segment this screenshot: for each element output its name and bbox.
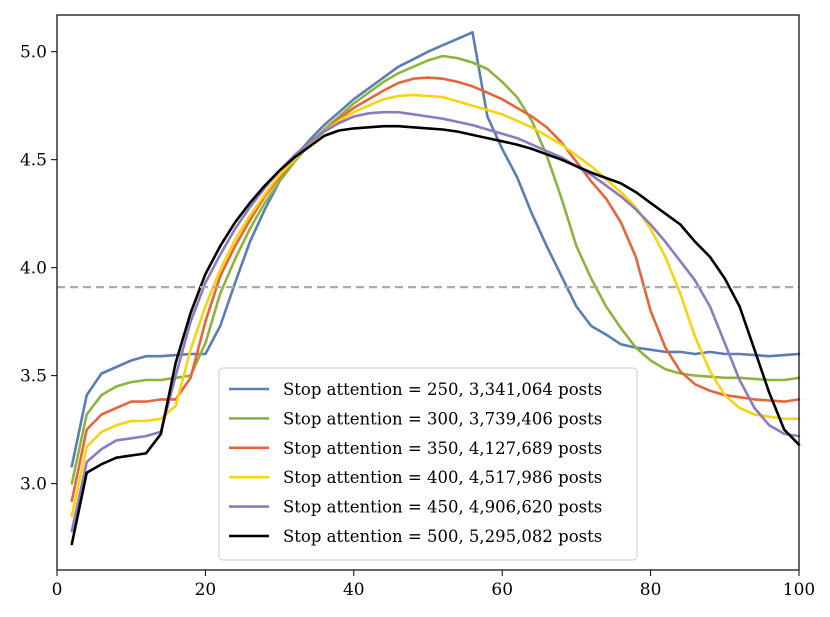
legend-label-1: Stop attention = 250, 3,341,064 posts [283, 380, 602, 399]
y-tick-label: 4.5 [20, 151, 47, 171]
y-tick-label: 4.0 [20, 259, 47, 279]
series-line-3 [70, 76, 801, 503]
x-tick-label: 80 [640, 580, 662, 600]
legend-label-2: Stop attention = 300, 3,739,406 posts [283, 409, 602, 428]
legend: Stop attention = 250, 3,341,064 posts Sto… [218, 367, 638, 561]
x-tick-label: 100 [783, 580, 815, 600]
series-line-1 [70, 30, 801, 468]
series-line-5 [70, 110, 801, 533]
x-tick-label: 40 [343, 580, 365, 600]
x-tick-label: 0 [52, 580, 63, 600]
x-tick-label: 60 [491, 580, 513, 600]
legend-label-4: Stop attention = 400, 4,517,986 posts [283, 468, 602, 487]
series-line-4 [70, 93, 801, 518]
plot-frame [56, 14, 800, 571]
legend-label-3: Stop attention = 350, 4,127,689 posts [283, 439, 602, 458]
legend-box [218, 367, 638, 561]
y-tick-label: 3.0 [20, 475, 47, 495]
y-tick-label: 5.0 [20, 43, 47, 63]
y-axis: 3.0 3.5 4.0 4.5 5.0 [20, 43, 57, 495]
y-tick-label: 3.5 [20, 367, 47, 387]
series-lines [70, 30, 801, 546]
legend-label-5: Stop attention = 450, 4,906,620 posts [283, 498, 602, 517]
x-axis: 0 20 40 60 80 100 [52, 570, 815, 600]
x-tick-label: 20 [195, 580, 217, 600]
legend-label-6: Stop attention = 500, 5,295,082 posts [283, 527, 602, 546]
series-line-6 [70, 124, 801, 546]
